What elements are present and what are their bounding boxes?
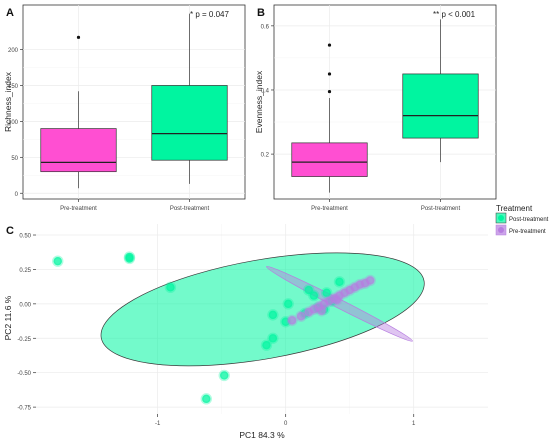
- legend-key-point-pre: [498, 227, 504, 233]
- c-point-post: [320, 287, 333, 299]
- c-point-post: [303, 284, 315, 296]
- panel-c-points: [52, 251, 376, 405]
- panel-c-y-axis-label: PC2 11.6 %: [3, 295, 13, 340]
- b-x-tick-label: Pre-treatment: [311, 206, 348, 212]
- a-outlier: [76, 35, 81, 39]
- panel-b-p-value: ** p < 0.001: [433, 10, 476, 19]
- c-point-post: [333, 276, 346, 288]
- panel-a-y-ticks: 0 50 100 150 200: [8, 48, 23, 198]
- c-point-post: [308, 289, 320, 302]
- c-point-pre: [364, 274, 376, 287]
- c-x-tick-label: -1: [155, 421, 161, 427]
- panel-a-y-axis-label: Richness_index: [3, 71, 13, 132]
- panel-b-evenness-boxplot: B Evenness_index 0.2 0.4 0.6 Pre-treatment…: [254, 4, 497, 212]
- panel-c-x-axis-label: PC1 84.3 %: [239, 430, 285, 440]
- b-box-post: [402, 73, 479, 139]
- c-y-tick-label: 0.25: [19, 268, 31, 274]
- c-point-post: [52, 255, 64, 267]
- a-box-pre: [40, 128, 117, 173]
- a-y-tick-label: 100: [8, 120, 19, 126]
- panel-c-label: C: [6, 225, 14, 237]
- b-y-tick-label: 0.6: [261, 24, 270, 30]
- panel-b-boxes: [291, 19, 479, 193]
- panel-c-legend: Treatment Post-treatment Pre-treatment: [495, 204, 549, 236]
- panel-b-label: B: [257, 7, 265, 19]
- c-point-post: [260, 339, 273, 351]
- b-y-tick-label: 0.2: [261, 153, 270, 159]
- panel-a-boxes: [40, 13, 228, 189]
- c-point-pre: [286, 314, 298, 327]
- c-y-tick-label: 0.50: [19, 234, 31, 240]
- a-x-tick-label: Post-treatment: [170, 206, 210, 212]
- c-point-post: [164, 281, 177, 294]
- b-outlier: [327, 72, 332, 76]
- a-y-tick-label: 200: [8, 48, 19, 54]
- c-x-tick-label: 1: [412, 421, 416, 427]
- panel-a-x-ticks: Pre-treatment Post-treatment: [60, 199, 210, 212]
- panel-a-p-value: * p = 0.047: [190, 10, 229, 19]
- c-point-pre: [295, 310, 307, 322]
- c-ellipse-pre: [266, 266, 413, 342]
- b-box-pre: [291, 142, 368, 177]
- a-y-tick-label: 50: [11, 156, 18, 162]
- c-point-post: [267, 309, 279, 321]
- c-x-tick-label: 0: [284, 421, 288, 427]
- c-point-pre: [315, 305, 328, 317]
- b-outlier: [327, 89, 332, 94]
- c-y-tick-label: -0.50: [17, 371, 31, 377]
- b-outlier: [327, 43, 332, 47]
- legend-label-pre: Pre-treatment: [509, 229, 546, 235]
- legend-key-point-post: [498, 215, 504, 221]
- panel-b-y-axis-label: Evenness_index: [254, 70, 264, 133]
- c-ellipse-group-pre: [266, 266, 413, 342]
- panel-c-x-ticks: -1 0 1: [155, 414, 416, 427]
- panel-c-pca-scatter: C PC2 11.6 % 0.50 0.25 0.00 -0.25 -0.50 -0.75…: [3, 204, 549, 440]
- panel-b-x-ticks: Pre-treatment Post-treatment: [311, 199, 461, 212]
- a-box-post: [151, 85, 228, 161]
- b-y-tick-label: 0.4: [261, 88, 270, 94]
- legend-items: Post-treatment Pre-treatment: [495, 212, 549, 236]
- a-x-tick-label: Pre-treatment: [60, 206, 97, 212]
- c-point-post: [267, 332, 279, 344]
- panel-a-richness-boxplot: A Richness_index 0 50 100 150 200 Pre-treatm…: [3, 4, 246, 212]
- c-point-pre: [331, 294, 343, 306]
- legend-title: Treatment: [496, 204, 533, 213]
- legend-label-post: Post-treatment: [509, 217, 549, 223]
- panel-a-label: A: [6, 7, 14, 19]
- c-y-tick-label: 0.00: [19, 302, 31, 308]
- c-y-tick-label: -0.75: [17, 406, 31, 412]
- b-x-tick-label: Post-treatment: [421, 206, 461, 212]
- a-y-tick-label: 0: [15, 192, 19, 198]
- a-y-tick-label: 150: [8, 84, 19, 90]
- c-point-post: [218, 369, 230, 382]
- c-y-tick-label: -0.25: [17, 337, 31, 343]
- c-point-post: [200, 393, 213, 405]
- c-point-post: [282, 298, 294, 310]
- c-point-post: [123, 252, 136, 265]
- panel-b-y-ticks: 0.2 0.4 0.6: [261, 24, 274, 159]
- panel-c-y-ticks: 0.50 0.25 0.00 -0.25 -0.50 -0.75: [17, 234, 36, 412]
